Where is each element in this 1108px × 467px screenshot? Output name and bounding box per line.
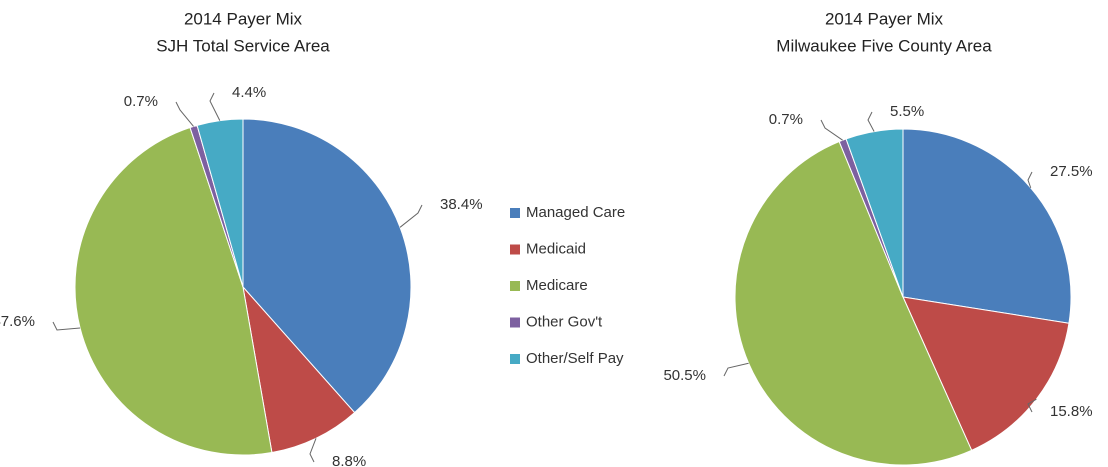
leader-line bbox=[399, 204, 423, 228]
pie-slice bbox=[242, 285, 356, 454]
data-label: 5.5% bbox=[890, 103, 924, 120]
legend-label: Other Gov't bbox=[526, 313, 603, 330]
data-label: 27.5% bbox=[1050, 163, 1093, 180]
chart-subtitle: Milwaukee Five County Area bbox=[776, 36, 992, 55]
legend-swatch bbox=[510, 244, 520, 255]
leader-line bbox=[723, 362, 749, 377]
pie-slice bbox=[196, 118, 244, 288]
legend-label: Medicaid bbox=[526, 240, 586, 257]
legend-swatch bbox=[510, 354, 520, 364]
leader-line bbox=[820, 119, 843, 141]
chart-title: 2014 Payer Mix bbox=[184, 9, 303, 28]
leader-line bbox=[175, 101, 194, 127]
data-label: 4.4% bbox=[232, 84, 266, 101]
data-label: 0.7% bbox=[124, 93, 158, 110]
data-label: 38.4% bbox=[440, 196, 483, 213]
legend-swatch bbox=[510, 281, 520, 291]
leader-line bbox=[309, 438, 317, 463]
data-label: 15.8% bbox=[1050, 403, 1093, 420]
chart-subtitle: SJH Total Service Area bbox=[156, 36, 330, 55]
legend-label: Managed Care bbox=[526, 204, 625, 221]
legend-swatch bbox=[510, 208, 520, 218]
data-label: 8.8% bbox=[332, 453, 366, 467]
pie-slice bbox=[902, 128, 1072, 324]
leader-line bbox=[209, 92, 221, 121]
leader-line bbox=[1027, 171, 1033, 189]
data-label: 50.5% bbox=[663, 367, 706, 384]
data-label: 0.7% bbox=[769, 111, 803, 128]
chart-title: 2014 Payer Mix bbox=[825, 9, 944, 28]
legend-swatch bbox=[510, 317, 520, 328]
legend-label: Medicare bbox=[526, 277, 588, 294]
leader-line bbox=[52, 321, 81, 331]
leader-line bbox=[1027, 398, 1037, 413]
data-label: 47.6% bbox=[0, 313, 35, 330]
pie-slice bbox=[74, 126, 273, 456]
leader-line bbox=[867, 111, 875, 132]
legend-label: Other/Self Pay bbox=[526, 350, 624, 367]
